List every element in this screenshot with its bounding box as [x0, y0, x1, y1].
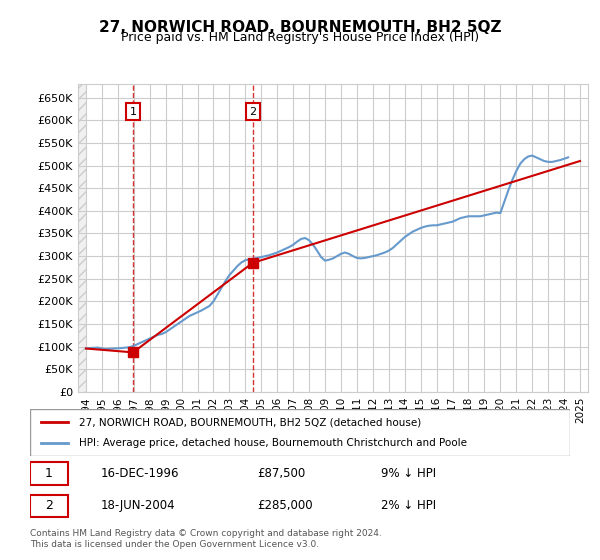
Text: 2: 2 — [249, 107, 256, 116]
Text: 16-DEC-1996: 16-DEC-1996 — [100, 467, 179, 480]
Text: 2: 2 — [45, 500, 53, 512]
Text: HPI: Average price, detached house, Bournemouth Christchurch and Poole: HPI: Average price, detached house, Bour… — [79, 438, 467, 448]
Text: £87,500: £87,500 — [257, 467, 305, 480]
Text: 18-JUN-2004: 18-JUN-2004 — [100, 500, 175, 512]
FancyBboxPatch shape — [30, 409, 570, 456]
Text: 1: 1 — [130, 107, 137, 116]
Text: Contains HM Land Registry data © Crown copyright and database right 2024.
This d: Contains HM Land Registry data © Crown c… — [30, 529, 382, 549]
FancyBboxPatch shape — [30, 494, 68, 517]
Text: 27, NORWICH ROAD, BOURNEMOUTH, BH2 5QZ: 27, NORWICH ROAD, BOURNEMOUTH, BH2 5QZ — [99, 20, 501, 35]
Text: 1: 1 — [45, 467, 53, 480]
Text: Price paid vs. HM Land Registry's House Price Index (HPI): Price paid vs. HM Land Registry's House … — [121, 31, 479, 44]
Text: £285,000: £285,000 — [257, 500, 313, 512]
FancyBboxPatch shape — [30, 463, 68, 485]
Text: 27, NORWICH ROAD, BOURNEMOUTH, BH2 5QZ (detached house): 27, NORWICH ROAD, BOURNEMOUTH, BH2 5QZ (… — [79, 417, 421, 427]
Text: 9% ↓ HPI: 9% ↓ HPI — [381, 467, 436, 480]
Bar — [78, 84, 86, 392]
Text: 2% ↓ HPI: 2% ↓ HPI — [381, 500, 436, 512]
